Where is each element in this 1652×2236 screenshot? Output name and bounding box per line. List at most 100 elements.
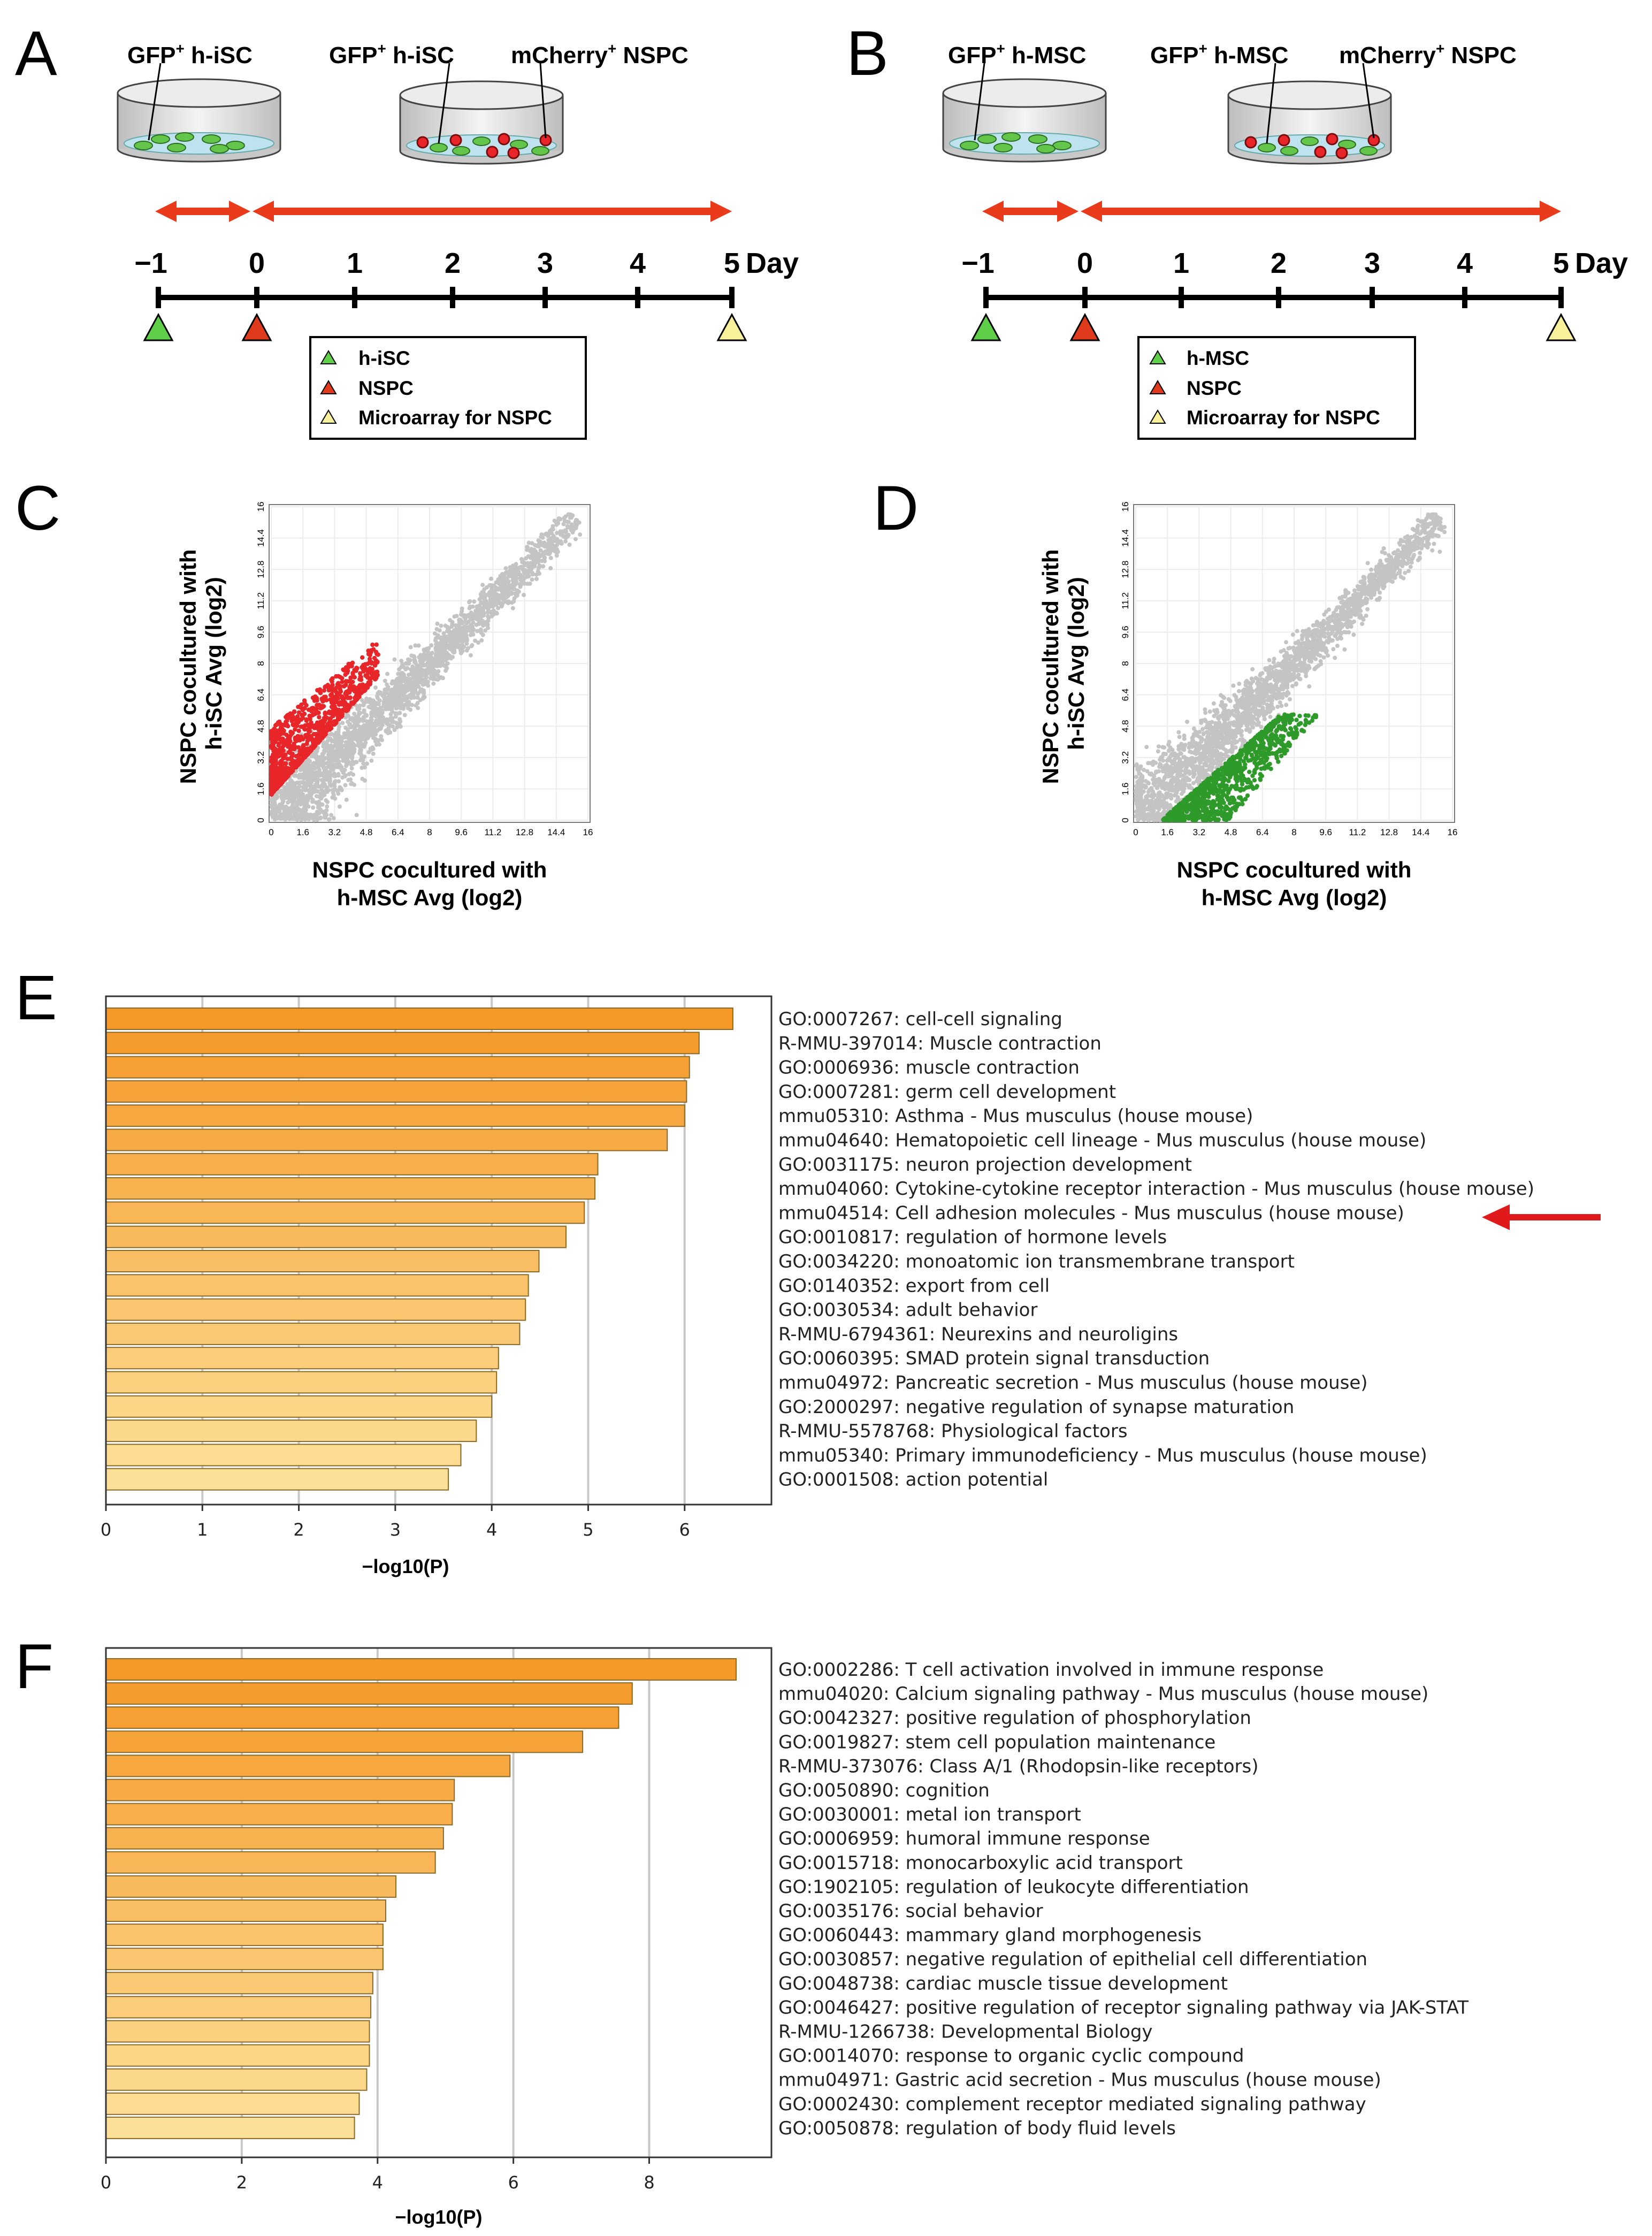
dish2-label-1: GFP+ h-MSC — [1150, 40, 1288, 68]
gene-point — [471, 620, 476, 625]
gene-point — [349, 766, 354, 771]
gene-point — [354, 720, 358, 724]
tick-label: 4.8 — [256, 720, 266, 732]
gene-point — [284, 766, 288, 771]
gene-point — [369, 675, 374, 681]
gene-point — [534, 572, 539, 577]
gene-point — [529, 550, 533, 554]
tick-label: 4 — [630, 247, 646, 279]
tick-label: 2 — [1271, 247, 1287, 279]
gene-point — [286, 810, 290, 815]
gene-point — [460, 638, 465, 643]
gene-point — [333, 737, 338, 742]
gene-point — [481, 611, 486, 616]
tick-label: 12.8 — [256, 561, 266, 578]
gene-point — [555, 531, 560, 536]
panel-label-e: E — [15, 963, 57, 1033]
gene-point — [351, 724, 356, 729]
gene-point — [323, 729, 327, 734]
gene-point — [319, 794, 323, 799]
gene-point — [426, 657, 431, 662]
gene-point — [278, 765, 283, 769]
gene-point — [377, 698, 382, 703]
gene-point — [563, 528, 568, 533]
gene-point — [289, 744, 294, 750]
gene-point — [269, 744, 274, 749]
gene-point — [448, 618, 453, 623]
gene-point — [338, 687, 342, 692]
gene-point — [306, 804, 311, 809]
gene-point — [292, 709, 297, 714]
tick-label: −1 — [134, 247, 167, 279]
gene-point — [416, 706, 420, 711]
scatter-points — [1134, 506, 1453, 823]
gene-point — [485, 610, 490, 615]
gene-point — [323, 815, 328, 820]
gene-point — [365, 724, 370, 729]
gene-point — [330, 795, 335, 800]
gene-point — [532, 547, 537, 552]
tick-label: 3 — [1364, 247, 1380, 279]
gene-point — [1134, 775, 1138, 780]
gene-point — [374, 742, 379, 747]
gene-point — [331, 701, 336, 706]
gene-point — [573, 537, 578, 541]
gene-point — [286, 787, 291, 791]
gene-point — [320, 752, 325, 757]
gene-point — [360, 698, 364, 703]
yellow-triangle-icon — [1546, 312, 1577, 341]
gene-point — [1185, 720, 1190, 724]
gene-point — [288, 711, 293, 716]
gene-point — [343, 758, 348, 762]
gene-point — [318, 720, 323, 724]
gene-point — [447, 653, 452, 658]
gene-point — [480, 583, 485, 587]
gene-point — [483, 628, 487, 633]
gene-point — [374, 642, 379, 647]
tick-label: 14.4 — [256, 529, 266, 547]
gene-point — [537, 564, 541, 569]
gene-point — [373, 739, 378, 744]
gene-point — [270, 784, 274, 789]
tick-label: 1 — [347, 247, 363, 279]
gene-point — [342, 748, 347, 753]
gene-point — [578, 532, 583, 537]
gene-point — [533, 543, 538, 547]
y-ticks: 01.63.24.86.489.611.212.814.416 — [256, 502, 266, 823]
gene-point — [1307, 684, 1312, 689]
gene-point — [387, 693, 392, 698]
gene-point — [269, 734, 274, 739]
gene-point — [294, 765, 299, 770]
gene-point — [1233, 734, 1238, 739]
gene-point — [488, 591, 493, 596]
gene-point — [1337, 616, 1342, 621]
gene-point — [328, 711, 333, 716]
gene-point — [349, 747, 354, 752]
gene-point — [315, 816, 320, 821]
legend-item: h-iSC — [358, 347, 410, 369]
gene-point — [317, 757, 322, 762]
gene-point — [334, 693, 339, 698]
y-axis-label: NSPC cocultured with h-iSC Avg (log2) — [175, 543, 226, 784]
gene-point — [364, 696, 369, 701]
gene-point — [361, 701, 366, 706]
gene-point — [432, 664, 437, 668]
gene-point — [321, 744, 326, 749]
gene-point — [1336, 605, 1341, 609]
dish2-label-1: GFP+ h-iSC — [329, 40, 454, 68]
gene-point — [1406, 569, 1411, 574]
timeline-ticks: −1 0 1 2 3 4 5 — [134, 247, 740, 279]
gene-point — [540, 535, 545, 540]
gene-point — [368, 746, 373, 751]
gene-point — [357, 710, 362, 715]
gene-point — [328, 732, 333, 737]
gene-point — [322, 792, 327, 797]
gene-point — [342, 731, 347, 736]
tick-label: −1 — [961, 247, 995, 279]
gene-point — [334, 685, 339, 690]
gene-point — [554, 522, 559, 527]
gene-point — [348, 777, 353, 782]
gene-point — [317, 773, 322, 778]
gene-point — [346, 689, 351, 693]
gene-point — [464, 639, 469, 644]
